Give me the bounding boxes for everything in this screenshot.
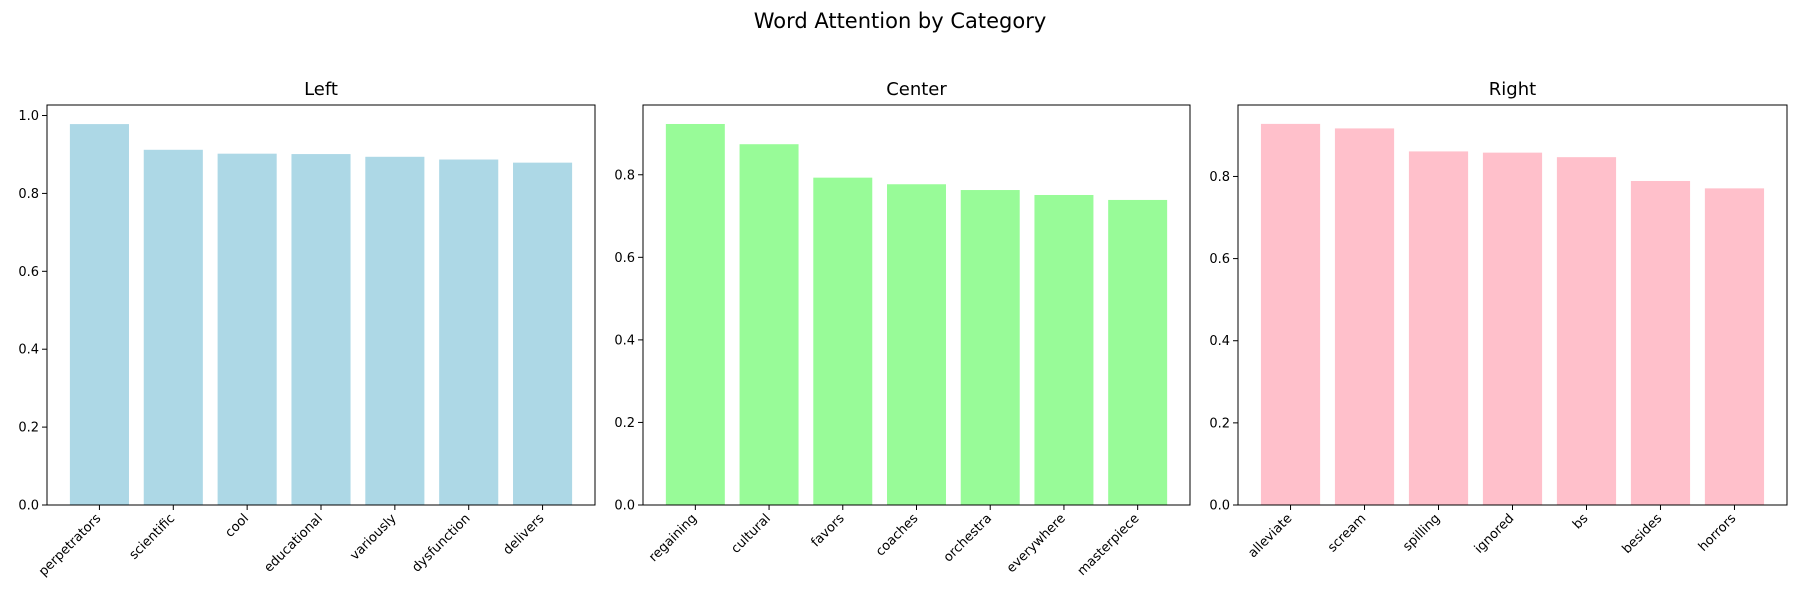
y-tick-label: 0.4 bbox=[614, 333, 635, 348]
bar-orchestra bbox=[960, 190, 1020, 505]
bar-everywhere bbox=[1034, 194, 1094, 505]
panel-title: Center bbox=[886, 79, 947, 100]
x-tick-label-masterpiece: masterpiece bbox=[1075, 511, 1143, 579]
bar-cultural bbox=[739, 144, 799, 505]
x-tick-label-spilling: spilling bbox=[1400, 511, 1443, 554]
bar-ignored bbox=[1482, 152, 1543, 505]
bar-besides bbox=[1630, 180, 1691, 506]
y-tick-label: 1.0 bbox=[18, 109, 39, 124]
panel-right: Right 0.0 0.2 0.4 0.6 0.8 alleviate scream spill… bbox=[1209, 79, 1788, 561]
y-tick-label: 0.4 bbox=[18, 343, 39, 358]
y-tick-label: 0.6 bbox=[1209, 252, 1230, 267]
bar-spilling bbox=[1408, 151, 1469, 506]
x-tick-label-besides: besides bbox=[1620, 511, 1666, 557]
y-tick-label: 0.8 bbox=[18, 187, 39, 202]
bar-dysfunction bbox=[439, 159, 499, 505]
bar-variously bbox=[365, 156, 425, 505]
x-tick-label-favors: favors bbox=[808, 511, 847, 550]
y-tick-label: 0.8 bbox=[1209, 170, 1230, 185]
bar-alleviate bbox=[1260, 123, 1321, 505]
y-tick-label: 0.2 bbox=[18, 421, 39, 436]
y-tick-label: 0.0 bbox=[18, 499, 39, 514]
x-tick-label-coaches: coaches bbox=[873, 511, 921, 559]
bar-regaining bbox=[665, 123, 725, 505]
x-tick-label-everywhere: everywhere bbox=[1004, 511, 1069, 576]
panel-title: Right bbox=[1489, 79, 1536, 100]
panel-center: Center 0.0 0.2 0.4 0.6 0.8 regaining cultural fa… bbox=[614, 79, 1191, 579]
bar-horrors bbox=[1704, 188, 1765, 505]
x-tick-label-alleviate: alleviate bbox=[1245, 511, 1295, 561]
y-tick-label: 0.2 bbox=[1209, 416, 1230, 431]
x-tick-label-ignored: ignored bbox=[1472, 511, 1518, 557]
y-tick-label: 0.6 bbox=[614, 251, 635, 266]
figure-title: Word Attention by Category bbox=[754, 9, 1047, 33]
x-tick-label-scream: scream bbox=[1325, 511, 1369, 555]
x-tick-label-regaining: regaining bbox=[646, 511, 700, 565]
x-tick-label-dysfunction: dysfunction bbox=[409, 511, 473, 575]
x-tick-label-educational: educational bbox=[261, 511, 325, 575]
bar-favors bbox=[813, 177, 873, 505]
bar-delivers bbox=[513, 162, 573, 505]
x-tick-label-cultural: cultural bbox=[728, 511, 773, 556]
x-tick-label-cool: cool bbox=[223, 511, 252, 540]
bar-educational bbox=[291, 154, 351, 505]
y-tick-label: 0.2 bbox=[614, 416, 635, 431]
x-tick-label-variously: variously bbox=[347, 511, 399, 563]
x-tick-label-perpetrators: perpetrators bbox=[36, 511, 104, 579]
bar-bs bbox=[1556, 157, 1617, 505]
bar-perpetrators bbox=[69, 124, 129, 505]
panel-left: Left 0.0 0.2 0.4 0.6 0.8 1.0 perpetrators scient… bbox=[18, 79, 596, 579]
y-tick-label: 0.0 bbox=[1209, 499, 1230, 514]
y-tick-label: 0.6 bbox=[18, 265, 39, 280]
x-tick-label-orchestra: orchestra bbox=[941, 511, 995, 565]
bar-cool bbox=[217, 153, 277, 505]
x-tick-label-scientific: scientific bbox=[127, 511, 178, 562]
y-tick-label: 0.8 bbox=[614, 168, 635, 183]
chart-panels: Left 0.0 0.2 0.4 0.6 0.8 1.0 perpetrators scient… bbox=[18, 79, 1788, 579]
bar-coaches bbox=[887, 184, 946, 506]
bar-scientific bbox=[143, 149, 203, 505]
panel-title: Left bbox=[304, 79, 338, 100]
x-tick-label-horrors: horrors bbox=[1696, 511, 1740, 555]
bar-masterpiece bbox=[1108, 199, 1168, 505]
x-tick-label-delivers: delivers bbox=[501, 511, 548, 558]
y-tick-label: 0.4 bbox=[1209, 334, 1230, 349]
y-tick-label: 0.0 bbox=[614, 499, 635, 514]
bar-scream bbox=[1334, 128, 1395, 505]
x-tick-label-bs: bs bbox=[1570, 511, 1591, 532]
